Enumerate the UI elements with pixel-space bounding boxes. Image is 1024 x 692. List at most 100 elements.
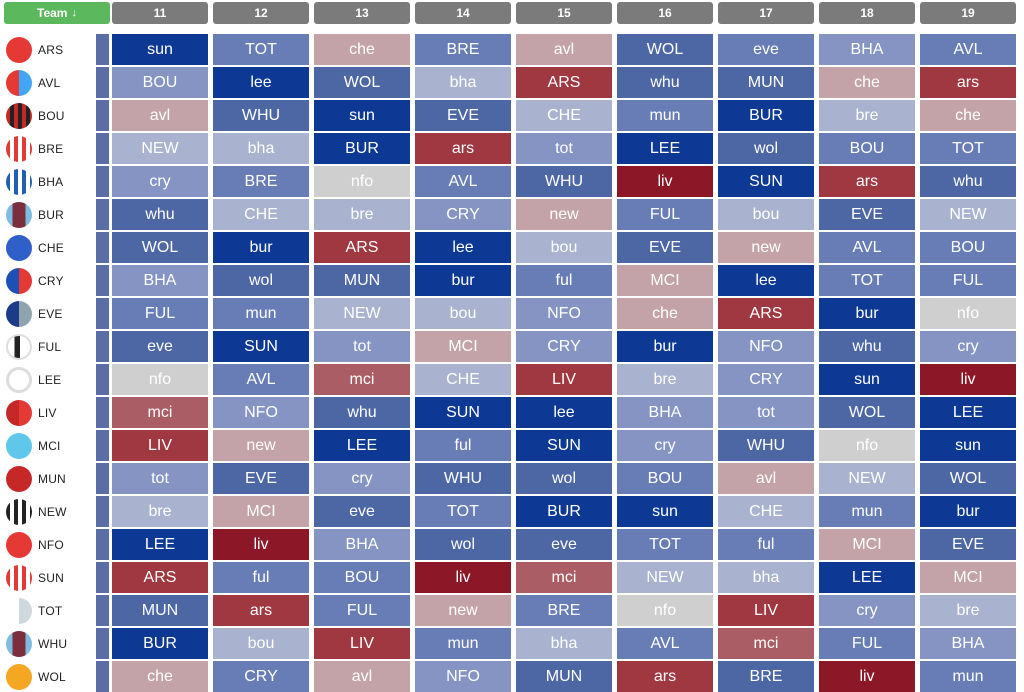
fixture-cell[interactable]: mun	[415, 628, 511, 659]
gameweek-header-17[interactable]: 17	[718, 2, 814, 24]
fixture-cell[interactable]: sun	[314, 100, 410, 131]
fixture-cell[interactable]: ars	[415, 133, 511, 164]
fixture-cell[interactable]: NFO	[516, 298, 612, 329]
fixture-cell[interactable]: MUN	[314, 265, 410, 296]
fixture-cell[interactable]: bou	[213, 628, 309, 659]
fixture-cell[interactable]: bha	[213, 133, 309, 164]
fixture-cell[interactable]: whu	[819, 331, 915, 362]
fixture-cell[interactable]: ars	[213, 595, 309, 626]
gameweek-header-15[interactable]: 15	[516, 2, 612, 24]
fixture-cell[interactable]: ful	[415, 430, 511, 461]
fixture-cell[interactable]: WOL	[819, 397, 915, 428]
fixture-cell[interactable]: EVE	[819, 199, 915, 230]
fixture-cell[interactable]: EVE	[213, 463, 309, 494]
fixture-cell[interactable]: MUN	[718, 67, 814, 98]
fixture-cell[interactable]: WHU	[415, 463, 511, 494]
fixture-cell[interactable]: sun	[617, 496, 713, 527]
fixture-cell[interactable]: tot	[718, 397, 814, 428]
fixture-cell[interactable]: FUL	[920, 265, 1016, 296]
fixture-cell[interactable]: lee	[516, 397, 612, 428]
fixture-cell[interactable]: cry	[314, 463, 410, 494]
fixture-cell[interactable]: WOL	[920, 463, 1016, 494]
fixture-cell[interactable]: mci	[718, 628, 814, 659]
fixture-cell[interactable]: TOT	[819, 265, 915, 296]
fixture-cell[interactable]: MCI	[415, 331, 511, 362]
fixture-cell[interactable]: ful	[718, 529, 814, 560]
fixture-cell[interactable]: eve	[314, 496, 410, 527]
fixture-cell[interactable]: mci	[314, 364, 410, 395]
fixture-cell[interactable]: mun	[920, 661, 1016, 692]
fixture-cell[interactable]: WHU	[213, 100, 309, 131]
fixture-cell[interactable]: NEW	[920, 199, 1016, 230]
fixture-cell[interactable]: sun	[819, 364, 915, 395]
fixture-cell[interactable]: new	[516, 199, 612, 230]
fixture-cell[interactable]: mci	[112, 397, 208, 428]
fixture-cell[interactable]: NFO	[718, 331, 814, 362]
fixture-cell[interactable]: LEE	[617, 133, 713, 164]
fixture-cell[interactable]: bre	[920, 595, 1016, 626]
fixture-cell[interactable]: BUR	[718, 100, 814, 131]
fixture-cell[interactable]: FUL	[819, 628, 915, 659]
fixture-cell[interactable]: LEE	[819, 562, 915, 593]
gameweek-header-14[interactable]: 14	[415, 2, 511, 24]
fixture-cell[interactable]: NEW	[819, 463, 915, 494]
fixture-cell[interactable]: wol	[718, 133, 814, 164]
fixture-cell[interactable]: BRE	[516, 595, 612, 626]
fixture-cell[interactable]: avl	[516, 34, 612, 65]
fixture-cell[interactable]: BUR	[314, 133, 410, 164]
fixture-cell[interactable]: nfo	[819, 430, 915, 461]
fixture-cell[interactable]: AVL	[920, 34, 1016, 65]
fixture-cell[interactable]: WHU	[516, 166, 612, 197]
fixture-cell[interactable]: cry	[617, 430, 713, 461]
fixture-cell[interactable]: BRE	[415, 34, 511, 65]
fixture-cell[interactable]: nfo	[112, 364, 208, 395]
fixture-cell[interactable]: bha	[516, 628, 612, 659]
fixture-cell[interactable]: WOL	[617, 34, 713, 65]
fixture-cell[interactable]: TOT	[213, 34, 309, 65]
fixture-cell[interactable]: tot	[314, 331, 410, 362]
gameweek-header-13[interactable]: 13	[314, 2, 410, 24]
fixture-cell[interactable]: BRE	[718, 661, 814, 692]
fixture-cell[interactable]: MCI	[213, 496, 309, 527]
gameweek-header-18[interactable]: 18	[819, 2, 915, 24]
fixture-cell[interactable]: SUN	[415, 397, 511, 428]
fixture-cell[interactable]: bou	[516, 232, 612, 263]
fixture-cell[interactable]: tot	[112, 463, 208, 494]
fixture-cell[interactable]: new	[718, 232, 814, 263]
fixture-cell[interactable]: bur	[920, 496, 1016, 527]
fixture-cell[interactable]: che	[617, 298, 713, 329]
fixture-cell[interactable]: EVE	[617, 232, 713, 263]
fixture-cell[interactable]: WOL	[314, 67, 410, 98]
team-column-header[interactable]: Team ↓	[4, 2, 110, 24]
fixture-cell[interactable]: lee	[415, 232, 511, 263]
fixture-cell[interactable]: wol	[213, 265, 309, 296]
fixture-cell[interactable]: bou	[415, 298, 511, 329]
fixture-cell[interactable]: LEE	[920, 397, 1016, 428]
fixture-cell[interactable]: ARS	[516, 67, 612, 98]
fixture-cell[interactable]: NEW	[314, 298, 410, 329]
fixture-cell[interactable]: CHE	[718, 496, 814, 527]
fixture-cell[interactable]: LIV	[718, 595, 814, 626]
gameweek-header-12[interactable]: 12	[213, 2, 309, 24]
fixture-cell[interactable]: SUN	[213, 331, 309, 362]
fixture-cell[interactable]: nfo	[617, 595, 713, 626]
fixture-cell[interactable]: ful	[213, 562, 309, 593]
fixture-cell[interactable]: ars	[819, 166, 915, 197]
fixture-cell[interactable]: BRE	[213, 166, 309, 197]
fixture-cell[interactable]: nfo	[920, 298, 1016, 329]
fixture-cell[interactable]: new	[415, 595, 511, 626]
fixture-cell[interactable]: LIV	[112, 430, 208, 461]
gameweek-header-19[interactable]: 19	[920, 2, 1016, 24]
fixture-cell[interactable]: AVL	[213, 364, 309, 395]
fixture-cell[interactable]: EVE	[415, 100, 511, 131]
fixture-cell[interactable]: CHE	[516, 100, 612, 131]
fixture-cell[interactable]: lee	[213, 67, 309, 98]
fixture-cell[interactable]: AVL	[415, 166, 511, 197]
fixture-cell[interactable]: AVL	[617, 628, 713, 659]
fixture-cell[interactable]: EVE	[920, 529, 1016, 560]
sort-icon[interactable]: ↓	[71, 7, 77, 19]
fixture-cell[interactable]: nfo	[314, 166, 410, 197]
fixture-cell[interactable]: liv	[415, 562, 511, 593]
fixture-cell[interactable]: AVL	[819, 232, 915, 263]
fixture-cell[interactable]: cry	[920, 331, 1016, 362]
